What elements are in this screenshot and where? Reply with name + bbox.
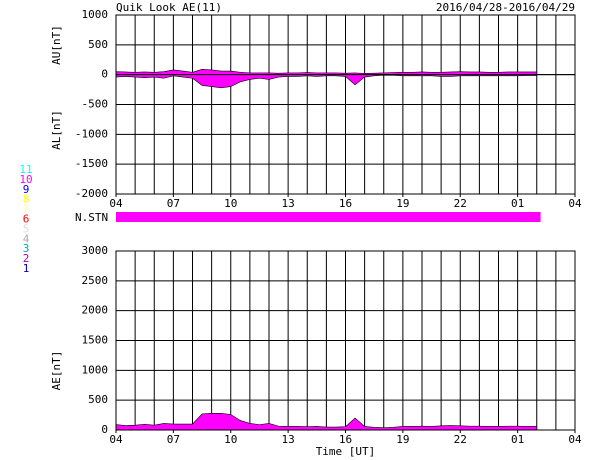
station-legend-label: 1 [23, 262, 30, 275]
x-tick-label: 07 [167, 197, 180, 210]
x-axis-label: Time [UT] [316, 445, 376, 458]
y-axis-label: AE[nT] [50, 351, 63, 391]
x-tick-label: 04 [109, 433, 123, 446]
y-tick-label: 1500 [82, 334, 109, 347]
y-tick-label: 0 [101, 68, 108, 81]
y-axis-label: AL[nT] [50, 110, 63, 150]
x-tick-label: 19 [396, 433, 409, 446]
y-tick-label: -1500 [75, 157, 108, 170]
y-tick-label: 3000 [82, 244, 109, 257]
x-tick-label: 07 [167, 433, 180, 446]
y-tick-label: 2500 [82, 274, 109, 287]
y-tick-label: 500 [88, 393, 108, 406]
y-tick-label: -2000 [75, 187, 108, 200]
y-tick-label: 2000 [82, 304, 109, 317]
x-tick-label: 04 [568, 433, 582, 446]
y-tick-label: 0 [101, 423, 108, 436]
area [115, 412, 538, 431]
n-stn-bar [116, 212, 541, 222]
x-tick-label: 10 [224, 197, 237, 210]
y-tick-label: -1000 [75, 127, 108, 140]
station-legend-label: 11 [19, 163, 32, 176]
chart-subtitle: 2016/04/28-2016/04/29 [436, 1, 575, 14]
x-tick-label: 22 [454, 433, 467, 446]
x-tick-label: 01 [511, 197, 524, 210]
x-tick-label: 16 [339, 433, 352, 446]
station-legend-label: 8 [23, 193, 30, 206]
chart-title: Quik Look AE(11) [116, 1, 222, 14]
area [115, 68, 538, 75]
x-tick-label: 10 [224, 433, 237, 446]
station-legend-label: 3 [23, 242, 30, 255]
n-stn-label: N.STN [75, 211, 108, 224]
y-tick-label: 1000 [82, 8, 109, 21]
station-legend-label: 6 [23, 213, 30, 226]
y-tick-label: 1000 [82, 363, 109, 376]
station-legend-label: 7 [23, 203, 30, 216]
station-legend-label: 10 [19, 173, 32, 186]
station-legend-label: 4 [23, 232, 30, 245]
plot-frame [115, 14, 576, 195]
station-legend-label: 5 [23, 222, 30, 235]
x-tick-label: 19 [396, 197, 409, 210]
y-tick-label: 500 [88, 38, 108, 51]
x-tick-label: 04 [109, 197, 123, 210]
x-tick-label: 01 [511, 433, 524, 446]
y-tick-label: -500 [82, 98, 109, 111]
x-tick-label: 16 [339, 197, 352, 210]
x-tick-label: 13 [282, 433, 295, 446]
station-legend-label: 9 [23, 183, 30, 196]
plot-frame [115, 250, 576, 431]
y-axis-label: AU[nT] [50, 25, 63, 65]
x-tick-label: 04 [568, 197, 582, 210]
x-tick-label: 13 [282, 197, 295, 210]
x-tick-label: 22 [454, 197, 467, 210]
area [115, 74, 538, 89]
station-legend-label: 2 [23, 252, 30, 265]
